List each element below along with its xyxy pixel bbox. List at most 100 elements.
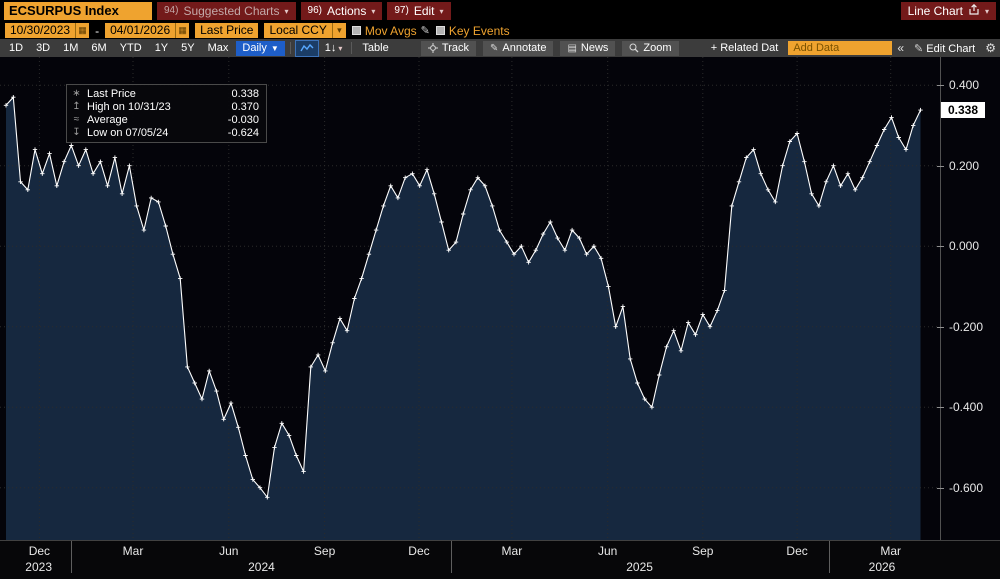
gear-icon[interactable]: ⚙ xyxy=(985,41,996,55)
x-axis-month-label: Dec xyxy=(786,544,808,558)
last-price-marker-icon: ∗ xyxy=(72,88,81,99)
mov-avgs-checkbox[interactable] xyxy=(351,26,361,35)
x-axis-year-label: 2025 xyxy=(626,560,653,574)
annotate-label: Annotate xyxy=(502,42,547,54)
legend-label: Average xyxy=(87,113,128,126)
x-axis-year-label: 2024 xyxy=(248,560,275,574)
date-from-group: 10/30/2023 ▦ xyxy=(5,23,90,38)
chevron-down-icon[interactable]: ▾ xyxy=(331,23,346,38)
x-axis-month-label: Dec xyxy=(408,544,430,558)
menu-edit[interactable]: 97) Edit ▾ xyxy=(387,2,451,20)
zoom-icon xyxy=(629,43,639,53)
low-marker-icon: ↧ xyxy=(72,127,81,138)
title-bar: ECSURPUS Index 94) Suggested Charts ▾ 96… xyxy=(0,0,1000,22)
edit-chart-label: Edit Chart xyxy=(926,42,976,55)
menu-actions[interactable]: 96) Actions ▾ xyxy=(300,2,383,20)
axis-sort-label: 1↓ xyxy=(324,42,337,54)
legend-row-low: ↧ Low on 07/05/24 -0.624 xyxy=(71,126,259,139)
chart-toolbar: 1D 3D 1M 6M YTD 1Y 5Y Max Daily ▼ 1↓ ▾ T… xyxy=(0,39,1000,57)
toolbar-right-group: + Related Dat « ✎ Edit Chart ⚙ xyxy=(706,41,996,56)
key-events-checkbox[interactable] xyxy=(435,26,445,35)
news-icon: ▤ xyxy=(567,42,577,54)
period-3d-button[interactable]: 3D xyxy=(36,42,51,54)
range-toolbar: 10/30/2023 ▦ - 04/01/2026 ▦ Last Price L… xyxy=(0,22,1000,39)
chart-region[interactable]: ∗ Last Price 0.338 ↥ High on 10/31/23 0.… xyxy=(0,57,1000,579)
add-data-input[interactable] xyxy=(788,41,893,55)
period-5y-button[interactable]: 5Y xyxy=(181,42,195,54)
currency-group: Local CCY ▾ xyxy=(264,23,346,38)
menu-key: 94) xyxy=(164,4,179,16)
x-axis-month-label: Dec xyxy=(28,544,51,558)
y-axis-tick-label: 0.200 xyxy=(936,158,980,173)
y-axis-tick-label: -0.400 xyxy=(936,400,984,415)
key-events-label: Key Events xyxy=(448,23,510,38)
chevron-down-icon: ▾ xyxy=(439,6,444,16)
y-axis-tick-label: 0.400 xyxy=(936,78,980,93)
y-axis-tick-label: -0.200 xyxy=(936,319,984,334)
chevron-down-icon: ▾ xyxy=(284,6,289,16)
legend-label: Last Price xyxy=(87,87,136,100)
period-1y-button[interactable]: 1Y xyxy=(154,42,169,54)
legend-value: 0.338 xyxy=(231,87,259,100)
year-boundary-tick xyxy=(450,541,452,573)
high-marker-icon: ↥ xyxy=(72,101,81,112)
pencil-icon[interactable]: ✎ xyxy=(420,25,430,37)
y-axis: 0.400 0.200 0.000 -0.200 -0.400 -0.600 xyxy=(936,57,1000,540)
legend-value: -0.030 xyxy=(227,113,259,126)
annotate-button[interactable]: ✎ Annotate xyxy=(483,40,554,56)
currency-selector[interactable]: Local CCY xyxy=(264,23,332,38)
mov-avgs-group: Mov Avgs ✎ xyxy=(351,23,430,38)
legend-value: 0.370 xyxy=(231,100,259,113)
chart-legend: ∗ Last Price 0.338 ↥ High on 10/31/23 0.… xyxy=(66,84,267,143)
frequency-label: Daily xyxy=(242,42,267,54)
x-axis-month-label: Sep xyxy=(313,544,336,558)
track-icon xyxy=(427,43,438,53)
average-marker-icon: ≈ xyxy=(73,114,80,125)
security-field[interactable]: ECSURPUS Index xyxy=(4,2,152,20)
x-axis-year-label: 2026 xyxy=(868,560,896,574)
x-axis-month-label: Mar xyxy=(880,544,902,558)
period-max-button[interactable]: Max xyxy=(207,42,229,54)
line-chart-style-icon[interactable] xyxy=(294,39,319,57)
axis-sort-icon[interactable]: 1↓ ▾ xyxy=(321,41,347,56)
track-button[interactable]: Track xyxy=(420,40,477,56)
calendar-icon[interactable]: ▦ xyxy=(175,23,190,38)
mov-avgs-label: Mov Avgs xyxy=(364,23,417,38)
period-1m-button[interactable]: 1M xyxy=(63,42,79,54)
edit-chart-button[interactable]: ✎ Edit Chart xyxy=(909,41,980,56)
period-6m-button[interactable]: 6M xyxy=(91,42,107,54)
key-events-group: Key Events xyxy=(435,23,510,38)
legend-label: High on 10/31/23 xyxy=(87,100,171,113)
period-1d-button[interactable]: 1D xyxy=(9,42,24,54)
legend-label: Low on 07/05/24 xyxy=(87,126,169,139)
x-axis-year-label: 2023 xyxy=(25,560,53,574)
track-label: Track xyxy=(441,42,470,54)
chart-type-button[interactable]: Line Chart ▾ xyxy=(900,2,996,20)
chevron-down-icon: ▾ xyxy=(338,43,343,53)
date-from-input[interactable]: 10/30/2023 xyxy=(5,23,76,38)
pencil-icon: ✎ xyxy=(914,42,924,55)
calendar-icon[interactable]: ▦ xyxy=(75,23,90,38)
date-to-group: 04/01/2026 ▦ xyxy=(105,23,190,38)
collapse-panel-icon[interactable]: « xyxy=(897,41,905,55)
chart-type-label: Line Chart xyxy=(907,4,963,18)
table-button[interactable]: Table xyxy=(362,42,389,54)
year-boundary-tick xyxy=(71,541,73,573)
menu-suggested-charts[interactable]: 94) Suggested Charts ▾ xyxy=(157,2,296,20)
period-ytd-button[interactable]: YTD xyxy=(119,42,142,54)
export-icon[interactable] xyxy=(968,3,980,19)
date-to-input[interactable]: 04/01/2026 xyxy=(105,23,176,38)
menu-label: Actions xyxy=(326,4,367,18)
menu-key: 96) xyxy=(307,4,322,16)
legend-row-average: ≈ Average -0.030 xyxy=(71,113,259,126)
news-label: News xyxy=(580,42,609,54)
zoom-button[interactable]: Zoom xyxy=(622,40,679,56)
related-data-button[interactable]: + Related Dat xyxy=(710,42,779,54)
frequency-dropdown[interactable]: Daily ▼ xyxy=(236,40,285,56)
zoom-label: Zoom xyxy=(643,42,672,54)
x-axis-month-label: Sep xyxy=(692,544,714,558)
field-selector[interactable]: Last Price xyxy=(195,23,259,38)
chevron-down-icon: ▾ xyxy=(371,6,376,16)
menu-key: 97) xyxy=(394,4,409,16)
news-button[interactable]: ▤ News xyxy=(560,40,616,56)
